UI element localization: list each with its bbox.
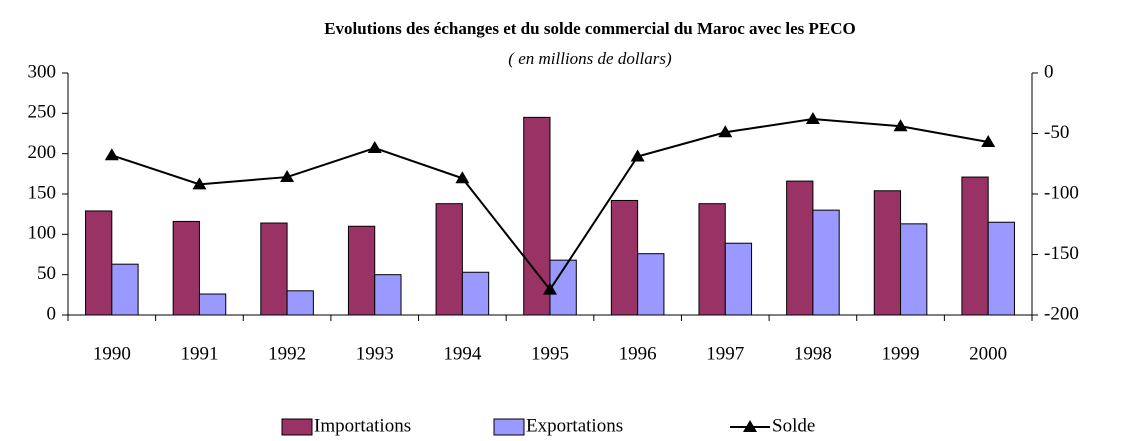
y-tick-label: 50 xyxy=(37,263,56,284)
x-tick-label: 1999 xyxy=(882,343,920,364)
y-tick-label: 250 xyxy=(28,102,57,123)
x-tick-label: 1995 xyxy=(531,343,569,364)
legend-label: Solde xyxy=(772,415,815,436)
marker xyxy=(981,134,996,147)
bar xyxy=(260,222,288,316)
x-tick-label: 1991 xyxy=(180,343,218,364)
marker xyxy=(805,111,820,124)
marker xyxy=(543,282,557,295)
bar xyxy=(523,116,551,316)
marker xyxy=(630,149,645,162)
marker xyxy=(455,171,470,184)
marker xyxy=(893,119,908,132)
bar xyxy=(286,290,314,316)
x-tick-label: 1996 xyxy=(619,343,657,364)
y2-tick-label: -50 xyxy=(1044,122,1069,143)
bar xyxy=(172,220,200,316)
y2-tick-label: -150 xyxy=(1044,243,1079,264)
bar xyxy=(347,225,376,316)
legend-label: Importations xyxy=(314,415,411,436)
bar xyxy=(374,274,402,316)
bar xyxy=(812,209,840,316)
chart-title: Evolutions des échanges et du solde comm… xyxy=(324,19,856,38)
y-tick-label: 150 xyxy=(28,182,57,203)
bar xyxy=(435,203,463,316)
y2-tick-label: 0 xyxy=(1044,61,1054,82)
bar xyxy=(698,203,726,316)
y-tick-label: 300 xyxy=(28,61,57,82)
y-tick-label: 100 xyxy=(28,223,57,244)
legend-swatch xyxy=(493,418,525,436)
y2-tick-label: -100 xyxy=(1044,182,1079,203)
y-tick-label: 200 xyxy=(28,142,57,163)
legend-marker xyxy=(743,420,757,432)
marker xyxy=(367,141,382,154)
marker xyxy=(104,148,119,161)
y2-tick-label: -200 xyxy=(1044,303,1079,324)
bar xyxy=(198,293,227,316)
marker xyxy=(718,125,733,138)
y-tick-label: 0 xyxy=(47,303,57,324)
legend-swatch xyxy=(281,418,313,436)
bar xyxy=(786,180,814,316)
bar xyxy=(724,242,753,316)
marker xyxy=(192,177,207,190)
marker xyxy=(280,170,295,183)
legend-label: Exportations xyxy=(526,415,623,436)
x-tick-label: 1997 xyxy=(706,343,744,364)
bar xyxy=(85,210,113,316)
x-tick-label: 2000 xyxy=(969,343,1007,364)
bar xyxy=(873,190,902,316)
bar xyxy=(961,176,989,316)
chart-subtitle: ( en millions de dollars) xyxy=(508,49,672,68)
bar xyxy=(111,263,139,316)
x-tick-label: 1992 xyxy=(268,343,306,364)
bar xyxy=(610,199,639,316)
x-tick-label: 1998 xyxy=(794,343,832,364)
x-tick-label: 1993 xyxy=(356,343,394,364)
bar xyxy=(461,271,490,316)
x-tick-label: 1990 xyxy=(93,343,131,364)
bar xyxy=(900,223,928,316)
x-tick-label: 1994 xyxy=(443,343,482,364)
bar xyxy=(637,253,665,316)
bar xyxy=(987,221,1015,316)
